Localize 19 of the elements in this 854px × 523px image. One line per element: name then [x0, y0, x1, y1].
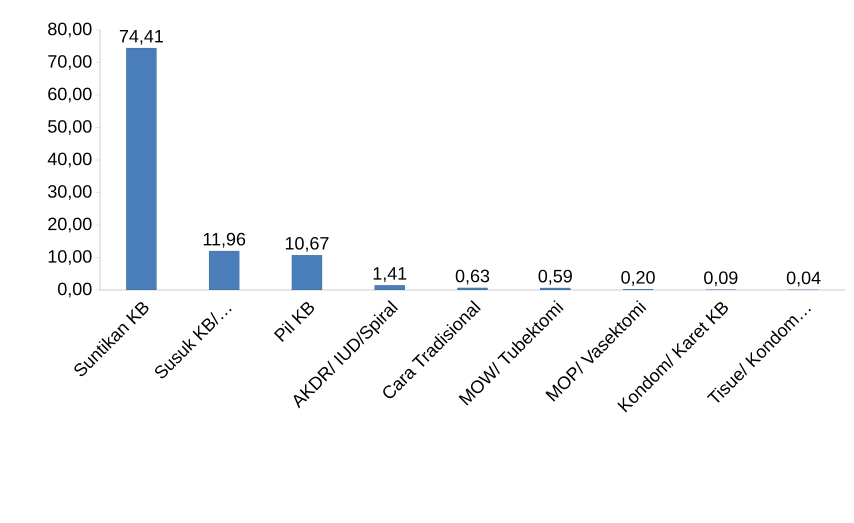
y-tick-label: 60,00	[48, 88, 92, 102]
data-label: 10,67	[286, 236, 328, 252]
data-label: 0,09	[704, 271, 738, 286]
data-label: 74,41	[120, 30, 163, 45]
data-label: 0,20	[621, 271, 655, 286]
y-tick-label: 50,00	[48, 120, 92, 135]
y-tick-label: 0,00	[58, 282, 92, 298]
data-label: 0,04	[786, 272, 821, 286]
y-tick-label: 10,00	[48, 250, 92, 265]
data-label: 0,63	[456, 270, 490, 284]
y-tick-label: 20,00	[48, 218, 92, 232]
data-label: 0,59	[538, 270, 572, 285]
y-tick-label: 70,00	[48, 55, 92, 70]
data-label: 1,41	[374, 267, 406, 282]
x-tick-label: Pil KB	[274, 302, 314, 342]
data-label: 11,96	[204, 232, 246, 248]
y-tick-label: 40,00	[48, 152, 92, 168]
y-tick-label: 30,00	[48, 185, 92, 200]
y-tick-label: 80,00	[48, 22, 92, 38]
